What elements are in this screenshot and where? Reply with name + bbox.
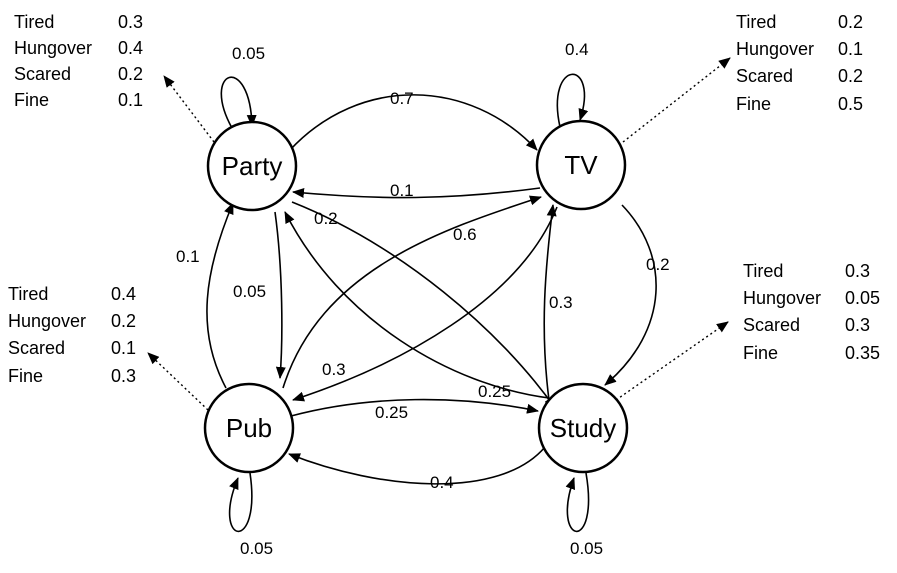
edge-label-pub-self: 0.05 bbox=[240, 539, 273, 558]
state-circle bbox=[206, 120, 298, 212]
state-study: Study bbox=[537, 382, 629, 474]
self-loop-party bbox=[220, 76, 257, 129]
self-loop-pub bbox=[228, 472, 253, 533]
emission-value: 0.4 bbox=[118, 38, 143, 58]
emission-value: 0.1 bbox=[838, 39, 863, 59]
emission-table-party: Tired 0.3 Hungover 0.4 Scared 0.2 Fine 0… bbox=[14, 12, 143, 110]
emission-pointer-party bbox=[163, 75, 215, 143]
state-label: Party bbox=[222, 151, 283, 181]
emission-value: 0.3 bbox=[118, 12, 143, 32]
emission-label: Tired bbox=[14, 12, 54, 32]
edge-label-pub-party: 0.1 bbox=[176, 247, 200, 266]
emission-value: 0.1 bbox=[118, 90, 143, 110]
edge-label-pub-study: 0.25 bbox=[375, 403, 408, 422]
emission-label: Scared bbox=[736, 66, 793, 86]
edge-pub-study bbox=[290, 398, 539, 417]
emission-pointer-tv bbox=[622, 57, 731, 143]
state-label: Study bbox=[550, 413, 617, 443]
state-circle bbox=[203, 382, 295, 474]
state-pub: Pub bbox=[203, 382, 295, 474]
emission-value: 0.2 bbox=[118, 64, 143, 84]
edge-pub-tv bbox=[282, 195, 542, 389]
edge-label-party-study: 0.2 bbox=[314, 209, 338, 228]
edge-label-pub-tv: 0.6 bbox=[453, 225, 477, 244]
edge-study-party bbox=[284, 211, 550, 399]
edge-party-study bbox=[291, 201, 556, 409]
state-circle bbox=[535, 119, 627, 211]
state-label: Pub bbox=[226, 413, 272, 443]
edge-label-tv-pub: 0.3 bbox=[322, 360, 346, 379]
edge-study-pub bbox=[288, 446, 546, 485]
edge-label-study-self: 0.05 bbox=[570, 539, 603, 558]
edge-party-tv bbox=[289, 94, 538, 151]
emission-value: 0.3 bbox=[845, 315, 870, 335]
emission-value: 0.2 bbox=[838, 66, 863, 86]
emission-pointer-study bbox=[615, 321, 729, 401]
self-loop-study bbox=[565, 472, 590, 533]
edge-tv-study bbox=[604, 204, 657, 386]
edge-label-tv-study: 0.2 bbox=[646, 255, 670, 274]
state-party: Party bbox=[206, 120, 298, 212]
edge-label-party-self: 0.05 bbox=[232, 44, 265, 63]
edge-pub-party bbox=[206, 202, 234, 389]
emission-label: Hungover bbox=[736, 39, 814, 59]
emission-value: 0.3 bbox=[111, 366, 136, 386]
emission-value: 0.35 bbox=[845, 343, 880, 363]
emission-label: Scared bbox=[743, 315, 800, 335]
emission-value: 0.2 bbox=[838, 12, 863, 32]
emission-value: 0.3 bbox=[845, 261, 870, 281]
edge-label-study-pub: 0.4 bbox=[430, 473, 454, 492]
emission-table-pub: Tired 0.4 Hungover 0.2 Scared 0.1 Fine 0… bbox=[8, 284, 136, 386]
emission-label: Scared bbox=[8, 338, 65, 358]
emission-label: Fine bbox=[743, 343, 778, 363]
edge-tv-party bbox=[292, 187, 541, 199]
emission-value: 0.05 bbox=[845, 288, 880, 308]
emission-value: 0.4 bbox=[111, 284, 136, 304]
state-tv: TV bbox=[535, 119, 627, 211]
edge-label-tv-party: 0.1 bbox=[390, 181, 414, 200]
edge-label-study-party: 0.25 bbox=[478, 382, 511, 401]
edge-study-tv bbox=[543, 204, 557, 401]
emission-label: Hungover bbox=[14, 38, 92, 58]
emission-label: Tired bbox=[8, 284, 48, 304]
emission-label: Fine bbox=[8, 366, 43, 386]
edge-label-party-pub: 0.05 bbox=[233, 282, 266, 301]
emission-label: Fine bbox=[736, 94, 771, 114]
emission-label: Fine bbox=[14, 90, 49, 110]
emission-value: 0.5 bbox=[838, 94, 863, 114]
edge-party-pub bbox=[274, 211, 286, 379]
state-circle bbox=[537, 382, 629, 474]
emission-label: Hungover bbox=[8, 311, 86, 331]
edge-label-party-tv: 0.7 bbox=[390, 89, 414, 108]
emission-table-study: Tired 0.3 Hungover 0.05 Scared 0.3 Fine … bbox=[743, 261, 880, 363]
emission-pointer-pub bbox=[147, 352, 209, 411]
emission-label: Tired bbox=[743, 261, 783, 281]
self-loop-tv bbox=[556, 73, 589, 128]
emission-label: Tired bbox=[736, 12, 776, 32]
emission-label: Hungover bbox=[743, 288, 821, 308]
emission-value: 0.1 bbox=[111, 338, 136, 358]
edge-label-study-tv: 0.3 bbox=[549, 293, 573, 312]
edge-label-tv-self: 0.4 bbox=[565, 40, 589, 59]
edge-tv-pub bbox=[292, 206, 558, 402]
emission-label: Scared bbox=[14, 64, 71, 84]
state-label: TV bbox=[564, 150, 598, 180]
emission-value: 0.2 bbox=[111, 311, 136, 331]
emission-table-tv: Tired 0.2 Hungover 0.1 Scared 0.2 Fine 0… bbox=[736, 12, 863, 114]
